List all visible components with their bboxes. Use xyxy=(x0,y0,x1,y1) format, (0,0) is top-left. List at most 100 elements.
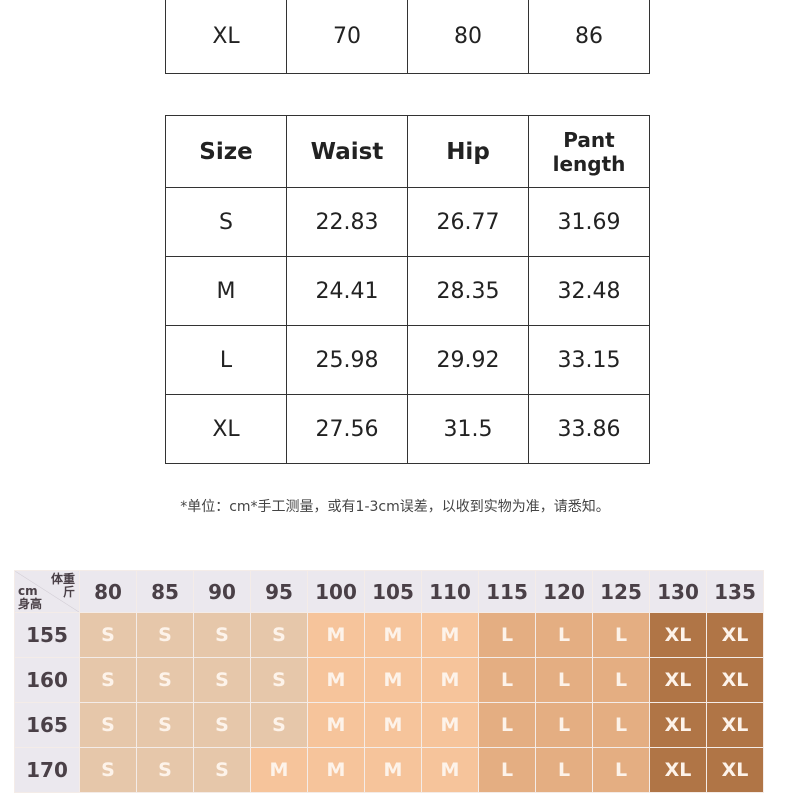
table-cell: 33.15 xyxy=(528,325,650,395)
table-cell: 22.83 xyxy=(286,187,408,257)
weight-header-cell: 85 xyxy=(136,570,194,613)
table-cell: XL xyxy=(165,394,287,464)
height-cell: 170 xyxy=(14,747,80,793)
table-row: S 22.83 26.77 31.69 xyxy=(165,187,650,257)
size-cell: S xyxy=(193,747,251,793)
size-cell: L xyxy=(535,747,593,793)
header-size: Size xyxy=(165,115,287,188)
size-cell: L xyxy=(478,612,536,658)
size-cell: M xyxy=(364,747,422,793)
header-pant-length: Pant length xyxy=(528,115,650,188)
size-cell: S xyxy=(193,657,251,703)
table-cell: M xyxy=(165,256,287,326)
weight-header-cell: 90 xyxy=(193,570,251,613)
size-cell: L xyxy=(592,747,650,793)
size-cell: L xyxy=(535,702,593,748)
size-cell: S xyxy=(250,702,308,748)
size-cell: M xyxy=(364,612,422,658)
table-row: L 25.98 29.92 33.15 xyxy=(165,325,650,395)
table-cell: 28.35 xyxy=(407,256,529,326)
size-cell: L xyxy=(478,657,536,703)
size-cell: S xyxy=(193,612,251,658)
size-cell: L xyxy=(535,612,593,658)
size-cell: S xyxy=(79,612,137,658)
size-cell: M xyxy=(307,657,365,703)
size-cell: S xyxy=(79,702,137,748)
size-cell: M xyxy=(421,747,479,793)
size-cell: M xyxy=(364,657,422,703)
weight-unit: 斤 xyxy=(62,585,75,599)
height-label: 身高 xyxy=(18,597,43,611)
weight-header-cell: 110 xyxy=(421,570,479,613)
size-cell: M xyxy=(364,702,422,748)
size-cell: S xyxy=(250,657,308,703)
table-row: XL 27.56 31.5 33.86 xyxy=(165,394,650,464)
size-cell: M xyxy=(307,612,365,658)
weight-header-cell: 100 xyxy=(307,570,365,613)
height-cell: 165 xyxy=(14,702,80,748)
table-cell: L xyxy=(165,325,287,395)
size-cell: XL xyxy=(706,747,764,793)
size-cell: S xyxy=(136,657,194,703)
size-cell: L xyxy=(592,657,650,703)
table-cell: XL xyxy=(165,0,287,74)
weight-header-cell: 125 xyxy=(592,570,650,613)
table-cell: 31.5 xyxy=(407,394,529,464)
size-recommendation-grid: 体重 斤 cm 身高 80 85 90 95 100 105 110 115 120 125 130… xyxy=(14,570,764,793)
corner-header: 体重 斤 cm 身高 xyxy=(14,570,80,613)
size-cell: S xyxy=(136,702,194,748)
table-cell: 24.41 xyxy=(286,256,408,326)
table-cell: 31.69 xyxy=(528,187,650,257)
table-cell: 32.48 xyxy=(528,256,650,326)
height-cell: 160 xyxy=(14,657,80,703)
size-cell: M xyxy=(250,747,308,793)
size-cell: L xyxy=(535,657,593,703)
table-row: XL 70 80 86 xyxy=(165,0,650,74)
table-cell: 80 xyxy=(407,0,529,74)
size-cell: XL xyxy=(649,657,707,703)
height-row: 160 S S S S M M M L L L XL XL xyxy=(14,657,764,703)
height-row: 170 S S S M M M M L L L XL XL xyxy=(14,747,764,793)
size-cell: XL xyxy=(706,702,764,748)
size-cell: XL xyxy=(706,657,764,703)
table-cell: S xyxy=(165,187,287,257)
weight-header-cell: 80 xyxy=(79,570,137,613)
size-cell: XL xyxy=(649,702,707,748)
table-cell: 33.86 xyxy=(528,394,650,464)
table-cell: 29.92 xyxy=(407,325,529,395)
weight-header-cell: 115 xyxy=(478,570,536,613)
table-row: M 24.41 28.35 32.48 xyxy=(165,256,650,326)
size-table-fragment: XL 70 80 86 xyxy=(165,0,650,74)
weight-header-cell: 95 xyxy=(250,570,308,613)
size-cell: XL xyxy=(649,612,707,658)
size-cell: S xyxy=(136,747,194,793)
weight-header-row: 体重 斤 cm 身高 80 85 90 95 100 105 110 115 120 125 130… xyxy=(14,570,764,613)
size-measurement-table: Size Waist Hip Pant length S 22.83 26.77 31.… xyxy=(165,115,650,464)
size-cell: M xyxy=(421,612,479,658)
size-cell: L xyxy=(478,702,536,748)
table-cell: 27.56 xyxy=(286,394,408,464)
weight-header-cell: 130 xyxy=(649,570,707,613)
size-cell: S xyxy=(79,747,137,793)
weight-label: 体重 xyxy=(50,572,75,586)
size-cell: XL xyxy=(706,612,764,658)
header-hip: Hip xyxy=(407,115,529,188)
weight-header-cell: 105 xyxy=(364,570,422,613)
table-cell: 26.77 xyxy=(407,187,529,257)
size-cell: S xyxy=(250,612,308,658)
size-cell: S xyxy=(136,612,194,658)
height-unit: cm xyxy=(18,584,38,598)
size-cell: S xyxy=(79,657,137,703)
size-cell: M xyxy=(307,747,365,793)
height-row: 165 S S S S M M M L L L XL XL xyxy=(14,702,764,748)
height-row: 155 S S S S M M M L L L XL XL xyxy=(14,612,764,658)
size-cell: XL xyxy=(649,747,707,793)
table-cell: 70 xyxy=(286,0,408,74)
header-waist: Waist xyxy=(286,115,408,188)
weight-header-cell: 120 xyxy=(535,570,593,613)
size-cell: L xyxy=(592,702,650,748)
height-cell: 155 xyxy=(14,612,80,658)
table-header-row: Size Waist Hip Pant length xyxy=(165,115,650,188)
weight-header-cell: 135 xyxy=(706,570,764,613)
size-cell: S xyxy=(193,702,251,748)
